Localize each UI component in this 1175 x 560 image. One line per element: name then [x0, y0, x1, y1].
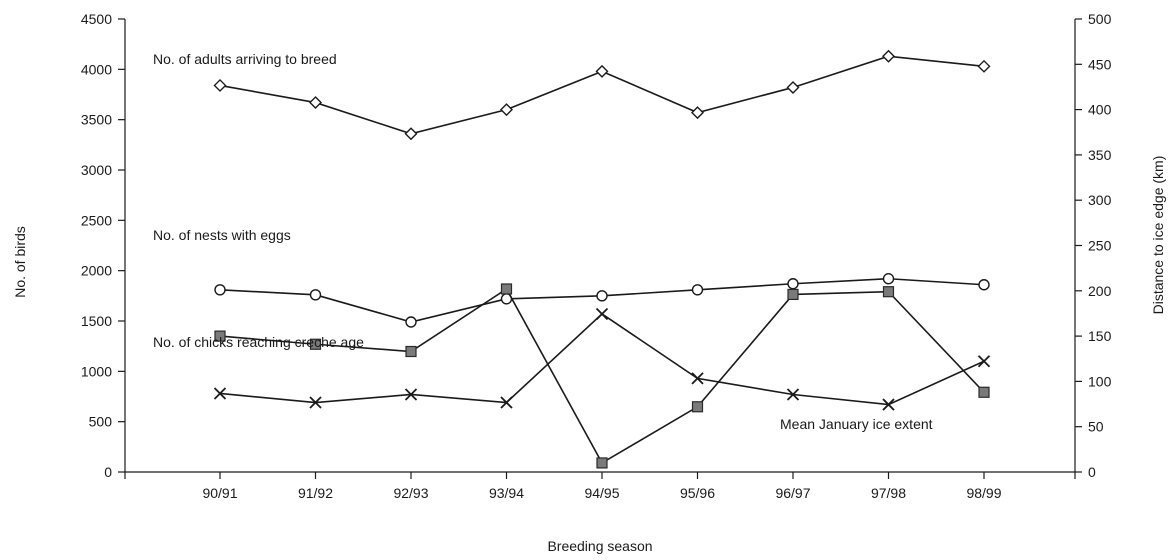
data-point-cross [309, 396, 322, 409]
data-point-diamond [786, 80, 800, 94]
x-axis-title: Breeding season [547, 538, 652, 554]
series-label-adults: No. of adults arriving to breed [153, 51, 337, 67]
data-point-circle [309, 289, 322, 301]
data-point-square [596, 457, 608, 469]
data-point-cross [404, 388, 418, 401]
data-point-diamond [309, 96, 322, 110]
x-tick-label: 98/99 [966, 485, 1001, 501]
right-y-tick-label: 300 [1088, 192, 1112, 208]
data-point-circle [691, 284, 704, 296]
left-y-tick-label: 2000 [81, 263, 112, 279]
data-point-diamond [691, 106, 704, 120]
series-label-chicks: No. of chicks reaching creche age [153, 334, 364, 350]
right-y-tick-label: 50 [1088, 419, 1104, 435]
x-tick-label: 96/97 [775, 485, 810, 501]
left-y-tick-label: 4500 [81, 11, 112, 27]
x-tick-label: 97/98 [871, 485, 906, 501]
data-point-cross [595, 307, 609, 321]
data-point-diamond [882, 49, 895, 63]
right-y-tick-label: 0 [1088, 464, 1096, 480]
data-point-square [500, 283, 513, 295]
right-y-tick-label: 150 [1088, 328, 1112, 344]
data-point-cross [977, 355, 991, 368]
x-tick-label: 90/91 [202, 485, 237, 501]
data-point-diamond [500, 103, 513, 117]
data-point-circle [787, 278, 799, 290]
data-point-square [882, 286, 895, 298]
left-y-tick-label: 4000 [81, 61, 112, 77]
y-axis-title: No. of birds [12, 226, 28, 298]
axes [124, 19, 1076, 473]
data-point-circle [882, 273, 895, 285]
left-y-tick-label: 0 [104, 464, 112, 480]
x-tick-label: 93/94 [489, 485, 524, 501]
right-y-tick-label: 400 [1088, 102, 1112, 118]
data-point-square [309, 338, 322, 350]
x-tick-label: 91/92 [298, 485, 333, 501]
data-point-diamond [404, 127, 418, 141]
right-y-tick-label: 500 [1088, 11, 1112, 27]
left-y-tick-label: 1000 [81, 363, 112, 379]
x-tick-label: 92/93 [393, 485, 428, 501]
x-tick-label: 94/95 [584, 485, 619, 501]
data-point-cross [786, 388, 800, 401]
right-y-tick-label: 450 [1088, 56, 1112, 72]
left-y-tick-label: 500 [89, 414, 113, 430]
data-point-circle [214, 284, 226, 296]
data-point-cross [691, 372, 704, 385]
data-point-square [787, 288, 799, 301]
data-point-square [214, 330, 226, 342]
data-point-cross [500, 396, 513, 409]
series-label-nests: No. of nests with eggs [153, 227, 291, 243]
left-y-tick-label: 3000 [81, 162, 112, 178]
data-point-circle [596, 290, 608, 302]
x-tick-label: 95/96 [680, 485, 715, 501]
y2-axis-title: Distance to ice edge (km) [1150, 156, 1166, 315]
right-y-tick-label: 200 [1088, 283, 1112, 299]
data-point-circle [978, 279, 990, 291]
left-y-tick-label: 3500 [81, 112, 112, 128]
right-y-tick-label: 100 [1088, 373, 1112, 389]
data-point-square [405, 345, 417, 358]
left-y-tick-label: 2500 [81, 212, 112, 228]
data-point-diamond [595, 64, 609, 78]
series-line-cross [219, 312, 985, 406]
data-point-square [691, 401, 704, 413]
right-y-tick-label: 250 [1088, 238, 1112, 254]
series-label-ice-extent: Mean January ice extent [780, 416, 933, 432]
data-point-diamond [213, 78, 227, 92]
data-point-circle [405, 316, 417, 328]
right-y-tick-label: 350 [1088, 147, 1112, 163]
data-point-diamond [977, 59, 991, 73]
data-point-cross [882, 398, 895, 411]
data-point-cross [213, 387, 227, 400]
left-y-tick-label: 1500 [81, 313, 112, 329]
data-point-square [978, 386, 990, 398]
series-layer [213, 49, 991, 469]
ticks: 0 500 1000 1500 2000 2500 3000 3500 4000 4500 0 50 1… [81, 11, 1112, 501]
